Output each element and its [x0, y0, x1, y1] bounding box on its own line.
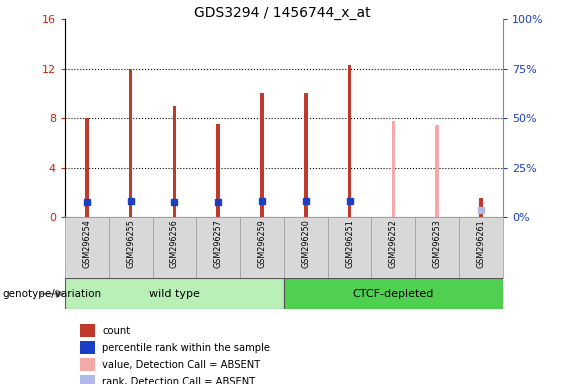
- Text: genotype/variation: genotype/variation: [3, 289, 102, 299]
- Bar: [153, 217, 197, 278]
- Bar: [304, 93, 307, 217]
- Bar: [436, 126, 439, 217]
- Bar: [284, 217, 328, 278]
- Bar: [216, 124, 220, 217]
- Bar: [85, 118, 89, 217]
- Bar: [415, 217, 459, 278]
- Text: value, Detection Call = ABSENT: value, Detection Call = ABSENT: [102, 360, 260, 370]
- Bar: [348, 65, 351, 217]
- Bar: [108, 217, 153, 278]
- Text: GSM296250: GSM296250: [301, 219, 310, 268]
- Bar: [80, 341, 95, 354]
- Text: GSM296257: GSM296257: [214, 219, 223, 268]
- Text: GSM296256: GSM296256: [170, 219, 179, 268]
- Text: count: count: [102, 326, 131, 336]
- Bar: [392, 121, 395, 217]
- Text: GSM296254: GSM296254: [82, 219, 92, 268]
- Text: GSM296259: GSM296259: [258, 219, 267, 268]
- Text: GDS3294 / 1456744_x_at: GDS3294 / 1456744_x_at: [194, 6, 371, 20]
- Text: GSM296251: GSM296251: [345, 219, 354, 268]
- Text: GSM296255: GSM296255: [126, 219, 135, 268]
- Bar: [80, 376, 95, 384]
- Text: GSM296253: GSM296253: [433, 219, 442, 268]
- Bar: [197, 217, 240, 278]
- Bar: [129, 69, 132, 217]
- Bar: [479, 199, 483, 217]
- Bar: [65, 217, 109, 278]
- Bar: [260, 93, 264, 217]
- Bar: [173, 106, 176, 217]
- Text: wild type: wild type: [149, 289, 200, 299]
- Text: percentile rank within the sample: percentile rank within the sample: [102, 343, 270, 353]
- Bar: [240, 217, 284, 278]
- Bar: [284, 278, 503, 309]
- Bar: [459, 217, 503, 278]
- Text: GSM296252: GSM296252: [389, 219, 398, 268]
- Text: rank, Detection Call = ABSENT: rank, Detection Call = ABSENT: [102, 377, 255, 384]
- Bar: [65, 278, 284, 309]
- Bar: [372, 217, 415, 278]
- Bar: [80, 358, 95, 371]
- Text: GSM296261: GSM296261: [476, 219, 485, 268]
- Bar: [80, 324, 95, 337]
- Text: CTCF-depleted: CTCF-depleted: [353, 289, 434, 299]
- Bar: [328, 217, 372, 278]
